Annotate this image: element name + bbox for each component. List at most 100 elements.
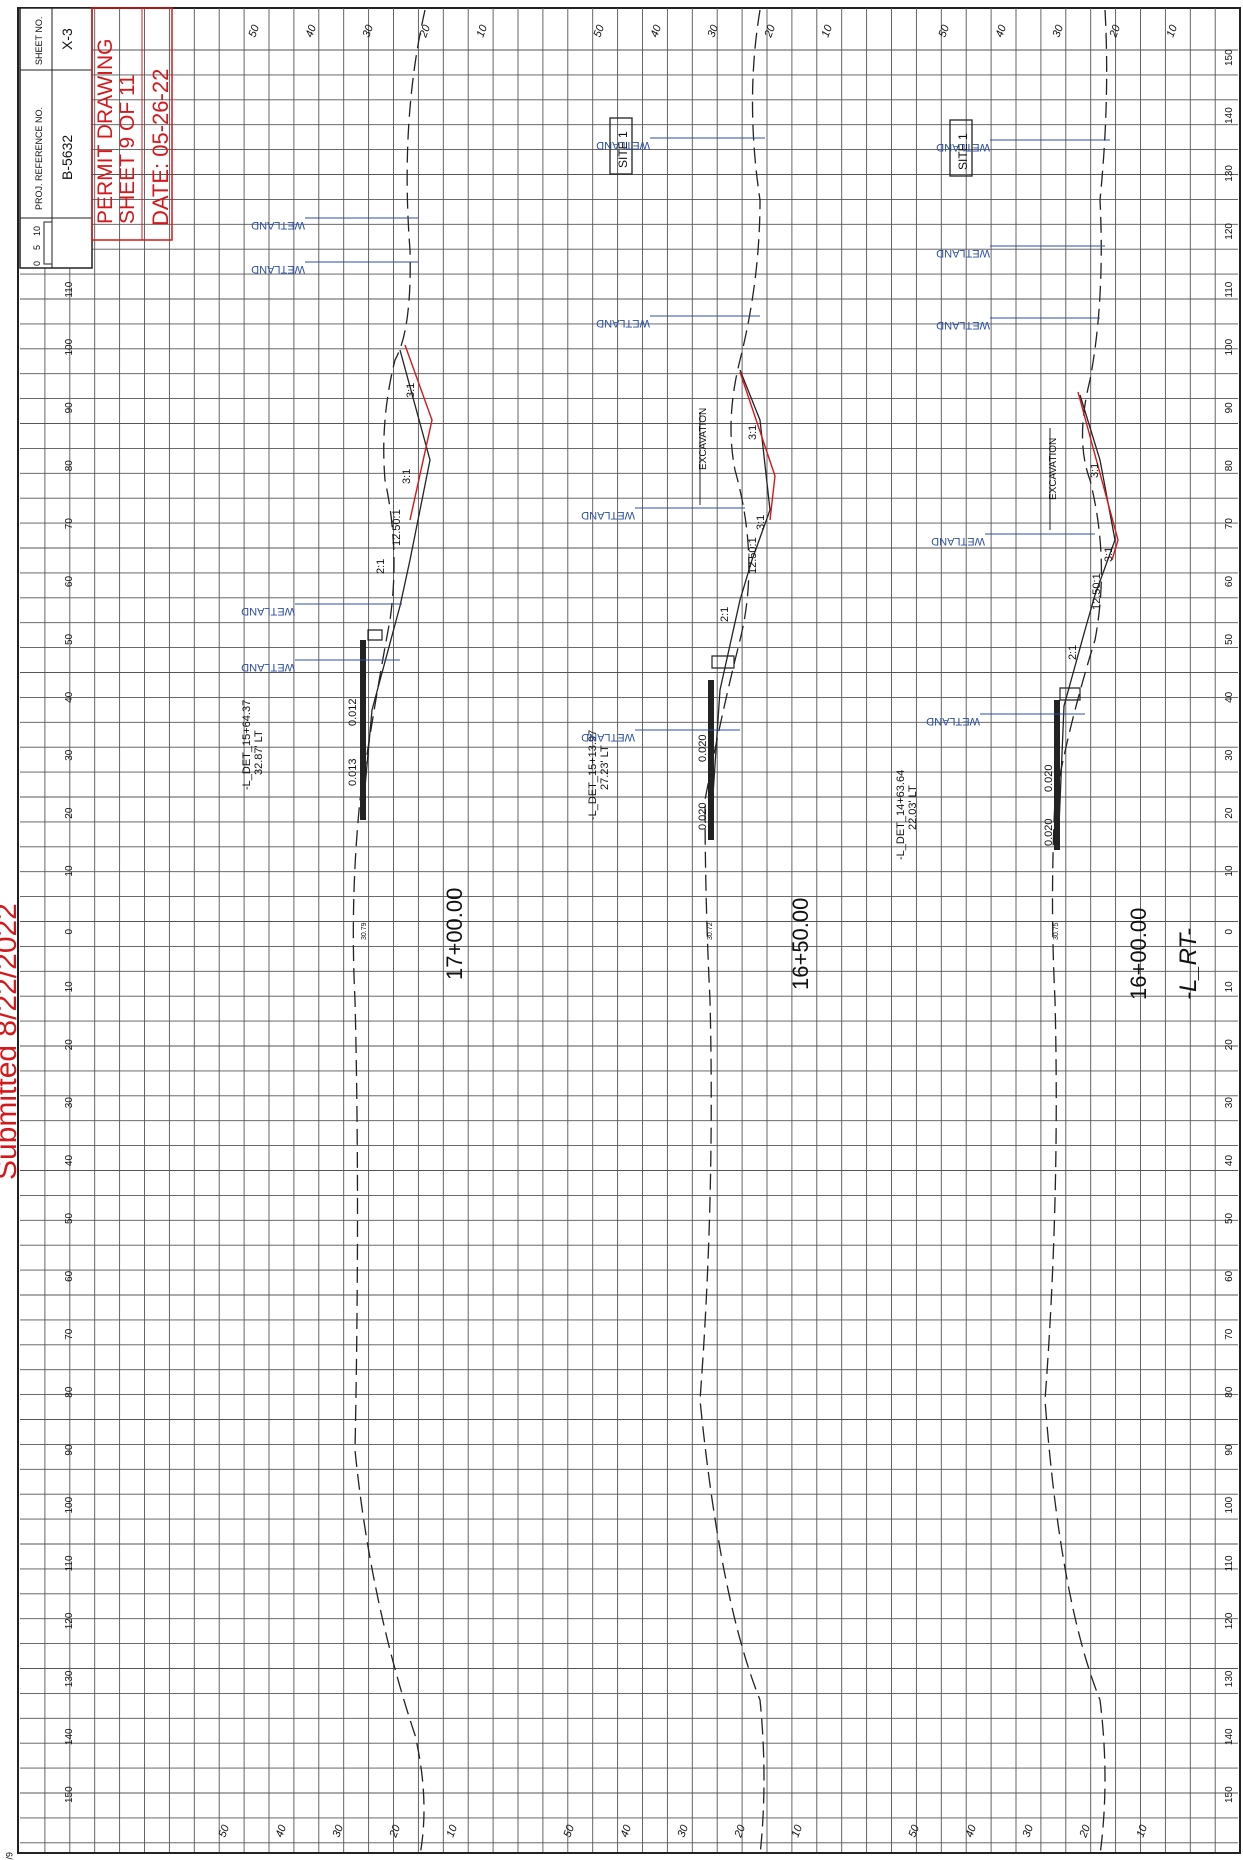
site-box xyxy=(609,117,633,175)
offset-label-right: 100 xyxy=(1224,338,1235,355)
site-box xyxy=(949,119,973,177)
elevation-label: 10 xyxy=(1165,23,1181,39)
elevation-label: 20 xyxy=(762,23,778,40)
elevation-label: 30.75 xyxy=(1053,922,1060,940)
curb-symbol xyxy=(1059,687,1081,701)
sheet-border xyxy=(17,7,1241,1854)
excavation-label: EXCAVATION xyxy=(698,408,709,470)
elevation-label: 20 xyxy=(1077,1823,1093,1840)
offset-label-left: 100 xyxy=(64,1496,75,1513)
wetland-label: WETLAND xyxy=(241,605,295,617)
site-label: SITE 1 xyxy=(616,131,630,168)
station-label: 16+50.00 xyxy=(788,898,813,990)
elevation-label: 30 xyxy=(1021,1823,1037,1839)
elevation-label: 20 xyxy=(417,23,433,40)
wetland-label: WETLAND xyxy=(251,263,305,275)
grade-label-4: 3:1 xyxy=(1089,463,1101,478)
pavement-section xyxy=(360,640,366,820)
elevation-label: 40 xyxy=(619,1823,635,1839)
proposed-slope-red xyxy=(404,344,433,521)
elevation-label: 50 xyxy=(592,23,608,39)
offset-label-left: 60 xyxy=(64,1270,75,1282)
wetland-label: WETLAND xyxy=(931,535,985,547)
offset-label-right: 110 xyxy=(1224,281,1235,297)
offset-label-right: 50 xyxy=(1224,633,1235,645)
offset-label-right: 50 xyxy=(1224,1212,1235,1224)
offset-label-right: 60 xyxy=(1224,1270,1235,1282)
offset-label-right: 30 xyxy=(1224,749,1235,761)
grade-label-4: 3:1 xyxy=(405,383,417,398)
offset-label-right: 0 xyxy=(1224,929,1235,935)
wetland-label: WETLAND xyxy=(936,247,990,259)
submitted-watermark: Submitted 8/22/2022 xyxy=(0,903,23,1180)
elevation-label: 10 xyxy=(445,1823,461,1839)
grade-label-2: 12.50:1 xyxy=(747,537,759,574)
elevation-label: 30 xyxy=(361,23,377,39)
station-label: 16+00.00 xyxy=(1126,908,1151,1000)
slope-label-2: 0.020 xyxy=(697,734,709,762)
section-17-00: -L_DET_15+64.37 32.87' LT 0.013 0.012 2:… xyxy=(241,9,467,1856)
offset-label-left: 100 xyxy=(64,338,75,355)
existing-ground-line xyxy=(1044,9,1108,1856)
offset-label-left: 40 xyxy=(64,691,75,703)
elevation-label: 40 xyxy=(304,23,320,39)
offset-label-left: 20 xyxy=(64,807,75,819)
elevation-label: 50 xyxy=(217,1823,233,1839)
grade-label-3: 3:1 xyxy=(401,469,413,484)
proposed-grade-line xyxy=(361,349,431,821)
offset-label-left: 80 xyxy=(64,1386,75,1398)
grid-lines xyxy=(20,8,1238,1852)
elevation-label: 30.79 xyxy=(361,922,368,940)
offset-label-right: 150 xyxy=(1224,49,1235,66)
slope-label-1: 0.020 xyxy=(697,802,709,830)
det-reference-1: -L_DET_14+63.64 xyxy=(895,770,907,860)
offset-label-right: 60 xyxy=(1224,576,1235,588)
offset-label-left: 120 xyxy=(64,1612,75,1629)
offset-label-left: 0 xyxy=(64,929,75,935)
elevation-label: 30.72 xyxy=(707,922,714,940)
offset-label-left: 80 xyxy=(64,460,75,472)
wetland-label: WETLAND xyxy=(581,731,635,743)
offset-label-left: 50 xyxy=(64,1212,75,1224)
offset-label-left: 50 xyxy=(64,633,75,645)
elevation-label: 10 xyxy=(790,1823,806,1839)
offset-label-left: 90 xyxy=(64,1444,75,1456)
offset-label-left: 30 xyxy=(64,1097,75,1109)
proposed-grade-line xyxy=(709,369,771,841)
section-16-50: -L_DET_15+13.97 27.23' LT 0.020 0.020 2:… xyxy=(581,9,813,1856)
proj-ref-label: PROJ. REFERENCE NO. xyxy=(34,107,44,210)
proposed-slope-red xyxy=(739,371,776,521)
offset-label-left: 10 xyxy=(64,865,75,877)
offset-label-right: 140 xyxy=(1224,1728,1235,1745)
offset-label-right: 80 xyxy=(1224,1386,1235,1398)
elevation-label: 40 xyxy=(994,23,1010,39)
offset-label-right: 90 xyxy=(1224,1444,1235,1456)
wetland-label: WETLAND xyxy=(251,219,305,231)
elevation-label: 50 xyxy=(907,1823,923,1839)
det-reference-2: 22.03' LT xyxy=(907,785,919,830)
scale-bar xyxy=(43,221,53,265)
elevation-label: 30 xyxy=(331,1823,347,1839)
offset-label-right: 70 xyxy=(1224,1328,1235,1340)
wetland-label: WETLAND xyxy=(596,317,650,329)
offset-label-left: 90 xyxy=(64,402,75,414)
stamp-line-2: SHEET 9 OF 11 xyxy=(116,74,139,224)
offset-label-left: 140 xyxy=(64,1728,75,1745)
grade-label-1: 2:1 xyxy=(375,559,387,574)
det-reference-1: -L_DET_15+13.97 xyxy=(587,730,599,820)
wetland-label: WETLAND xyxy=(936,319,990,331)
station-label: 17+00.00 xyxy=(442,888,467,980)
scale-5: 5 xyxy=(32,245,42,250)
proj-ref-number: B-5632 xyxy=(59,135,75,180)
print-code: 6/23/16 xyxy=(4,1852,14,1860)
stamp-line-1: PERMIT DRAWING xyxy=(94,38,117,224)
existing-ground-line xyxy=(699,9,765,1856)
offset-label-right: 120 xyxy=(1224,1612,1235,1629)
alignment-label: -L_RT- xyxy=(1175,928,1202,1000)
grade-label-2: 12.50:1 xyxy=(1091,573,1103,610)
grade-label-4: 3:1 xyxy=(747,425,759,440)
elevation-label: 30 xyxy=(706,23,722,39)
wetland-label: WETLAND xyxy=(936,141,990,153)
slope-label-1: 0.020 xyxy=(1043,818,1055,846)
